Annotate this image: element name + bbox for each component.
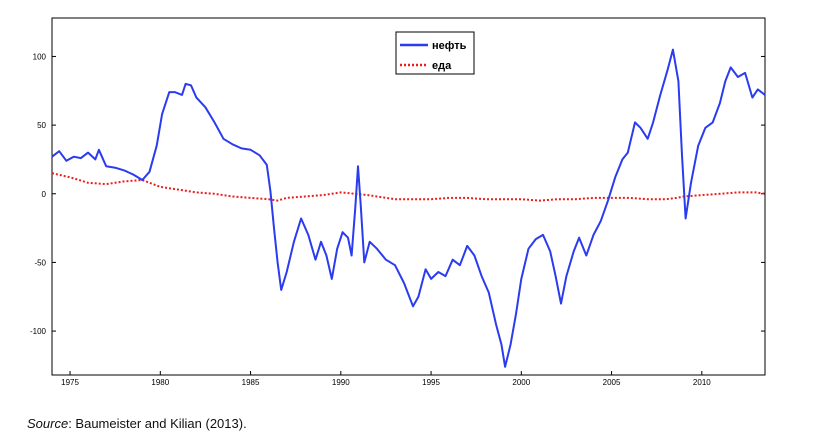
plot-frame — [51, 17, 766, 376]
y-axis: 100 50 0 -50 -100 — [30, 52, 765, 336]
x-tick-label: 2010 — [693, 378, 711, 387]
x-tick-label: 1975 — [61, 378, 79, 387]
source-caption: Source: Baumeister and Kilian (2013). — [27, 416, 247, 431]
x-tick-label: 1990 — [332, 378, 350, 387]
series-line-oil — [51, 48, 766, 368]
y-tick-label: 50 — [37, 121, 46, 130]
x-tick-label: 2005 — [603, 378, 621, 387]
x-axis: 1975 1980 1985 1990 1995 2000 2005 2010 — [61, 371, 711, 387]
legend-label-food: еда — [432, 60, 452, 72]
legend-label-oil: нефть — [432, 40, 467, 52]
y-tick-label: -100 — [30, 327, 47, 336]
legend: нефть еда — [395, 31, 475, 75]
x-tick-label: 1980 — [151, 378, 169, 387]
series-layer — [51, 48, 766, 368]
x-tick-label: 1995 — [422, 378, 440, 387]
x-tick-label: 2000 — [512, 378, 530, 387]
source-label: Source — [27, 416, 69, 431]
y-tick-label: -50 — [34, 258, 46, 267]
y-tick-label: 100 — [33, 52, 47, 61]
x-tick-label: 1985 — [242, 378, 260, 387]
chart: 100 50 0 -50 -100 1975 1980 1985 1990 1995 2000 20… — [30, 17, 766, 387]
y-tick-label: 0 — [42, 190, 47, 199]
source-text: : Baumeister and Kilian (2013). — [68, 416, 247, 431]
legend-box — [395, 31, 475, 75]
series-line-food — [51, 172, 766, 202]
